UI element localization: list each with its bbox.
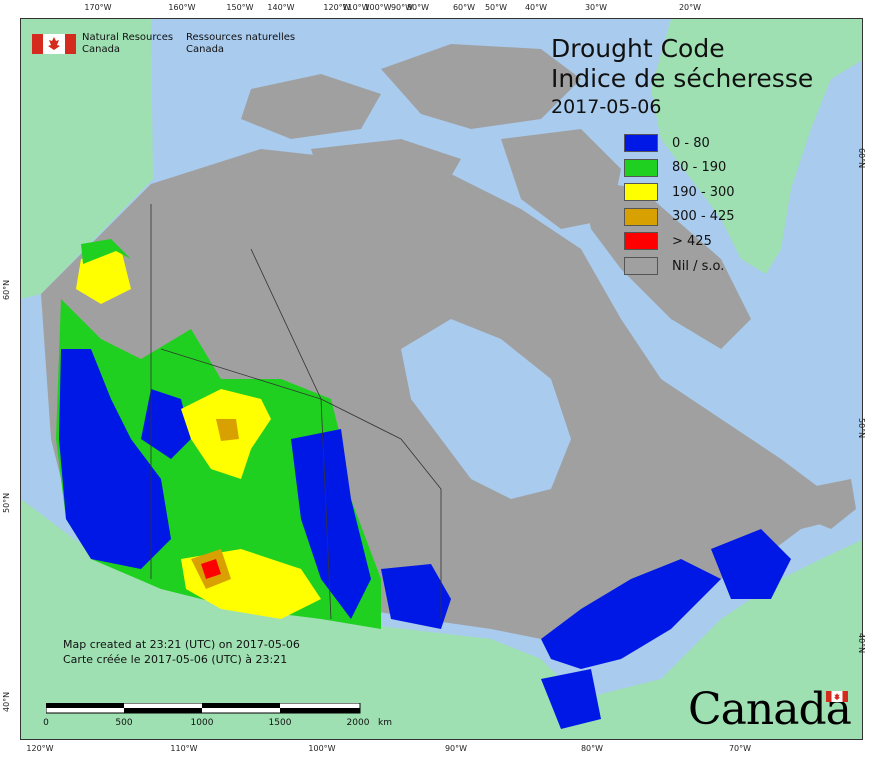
canada-flag-icon [32, 34, 76, 54]
map-title-en: Drought Code [551, 34, 725, 63]
baffin-island [581, 179, 751, 349]
tick-left-2: 40°N [2, 691, 11, 712]
tick-top-6: 100°W [364, 3, 392, 12]
blue-zone-maritimes [711, 529, 791, 599]
legend-swatch [624, 257, 658, 275]
yellow-zone-yukon [76, 249, 131, 304]
canada-wordmark-flag-icon [826, 691, 848, 702]
scale-label-3: 1500 [268, 718, 292, 728]
scale-label-4: 2000 [346, 718, 370, 728]
legend-label: 190 - 300 [672, 184, 735, 200]
tick-top-4: 120°W [323, 3, 351, 12]
tick-bottom-0: 120°W [26, 744, 54, 753]
tick-top-9: 60°W [452, 3, 476, 12]
org-name-en: Natural Resources Canada [82, 32, 173, 56]
map-canvas [21, 19, 862, 739]
legend-label: 300 - 425 [672, 209, 735, 225]
tick-right-0: 60°N [857, 148, 866, 169]
scale-label-2: 1000 [190, 718, 214, 728]
scale-unit: km [378, 718, 392, 728]
org-en-line1: Natural Resources [82, 32, 174, 43]
legend-label: > 425 [672, 233, 712, 249]
scale-label-0: 0 [43, 718, 49, 728]
legend-item: 300 - 425 [624, 207, 735, 226]
legend-item: 80 - 190 [624, 158, 727, 177]
tick-top-7: 90°W [390, 3, 414, 12]
tick-top-3: 140°W [267, 3, 295, 12]
scale-label-1: 500 [115, 718, 133, 728]
arctic-islands-1 [241, 74, 381, 139]
drought-code-map[interactable] [20, 18, 863, 740]
tick-right-2: 40°N [857, 633, 866, 654]
legend-swatch [624, 134, 658, 152]
credit-fr: Carte créée le 2017-05-06 (UTC) à 23:21 [63, 653, 288, 666]
org-fr-line2: Canada [186, 44, 225, 55]
green-zone-yukon [81, 239, 131, 264]
alaska-land [21, 19, 153, 299]
canada-wordmark: Canada [688, 684, 852, 735]
org-name-fr: Ressources naturelles Canada [186, 32, 295, 56]
tick-bottom-2: 100°W [308, 744, 336, 753]
blue-zone-coast [59, 349, 171, 569]
legend-swatch [624, 207, 658, 226]
tick-top-11: 40°W [524, 3, 548, 12]
tick-bottom-3: 90°W [444, 744, 468, 753]
legend-swatch [624, 158, 658, 177]
legend-swatch [624, 232, 658, 251]
blue-zone-sask [291, 429, 371, 619]
tick-top-2: 150°W [226, 3, 254, 12]
org-fr-line1: Ressources naturelles [186, 32, 296, 43]
org-en-line2: Canada [82, 44, 121, 55]
tick-top-10: 50°W [484, 3, 508, 12]
legend-item: 0 - 80 [624, 134, 710, 152]
legend-item: 190 - 300 [624, 183, 735, 202]
map-date: 2017-05-06 [551, 96, 662, 118]
blue-zone-east [541, 559, 721, 669]
map-title-fr: Indice de sécheresse [551, 64, 814, 93]
newfoundland [801, 479, 856, 529]
tick-top-12: 30°W [584, 3, 608, 12]
tick-right-1: 50°N [857, 418, 866, 439]
tick-top-1: 160°W [168, 3, 196, 12]
tick-bottom-5: 70°W [728, 744, 752, 753]
tick-bottom-1: 110°W [170, 744, 198, 753]
orange-zone-ab [216, 419, 239, 441]
arctic-islands-3 [311, 139, 461, 199]
province-borders [150, 204, 442, 620]
red-zone [201, 559, 221, 579]
greenland-land [651, 19, 862, 274]
blue-zone-interior [141, 389, 191, 459]
tick-top-8: 80°W [406, 3, 430, 12]
legend-swatch [624, 183, 658, 202]
tick-top-13: 20°W [678, 3, 702, 12]
tick-top-0: 170°W [84, 3, 112, 12]
legend-label: 80 - 190 [672, 160, 727, 176]
tick-bottom-4: 80°W [580, 744, 604, 753]
legend-item: > 425 [624, 232, 712, 251]
legend-item: Nil / s.o. [624, 257, 724, 275]
scale-bar [46, 703, 361, 714]
legend-label: 0 - 80 [672, 135, 710, 151]
hudson-bay [401, 319, 571, 499]
tick-left-0: 60°N [2, 279, 11, 300]
arctic-islands-2 [381, 44, 581, 129]
tick-top-5: 110°W [342, 3, 370, 12]
legend-label: Nil / s.o. [672, 258, 725, 274]
usa-land [21, 499, 862, 739]
tick-left-1: 50°N [2, 492, 11, 513]
blue-zone-nw-ontario [381, 564, 451, 629]
credit-en: Map created at 23:21 (UTC) on 2017-05-06 [63, 638, 300, 651]
blue-zone-ontario-south [541, 669, 601, 729]
